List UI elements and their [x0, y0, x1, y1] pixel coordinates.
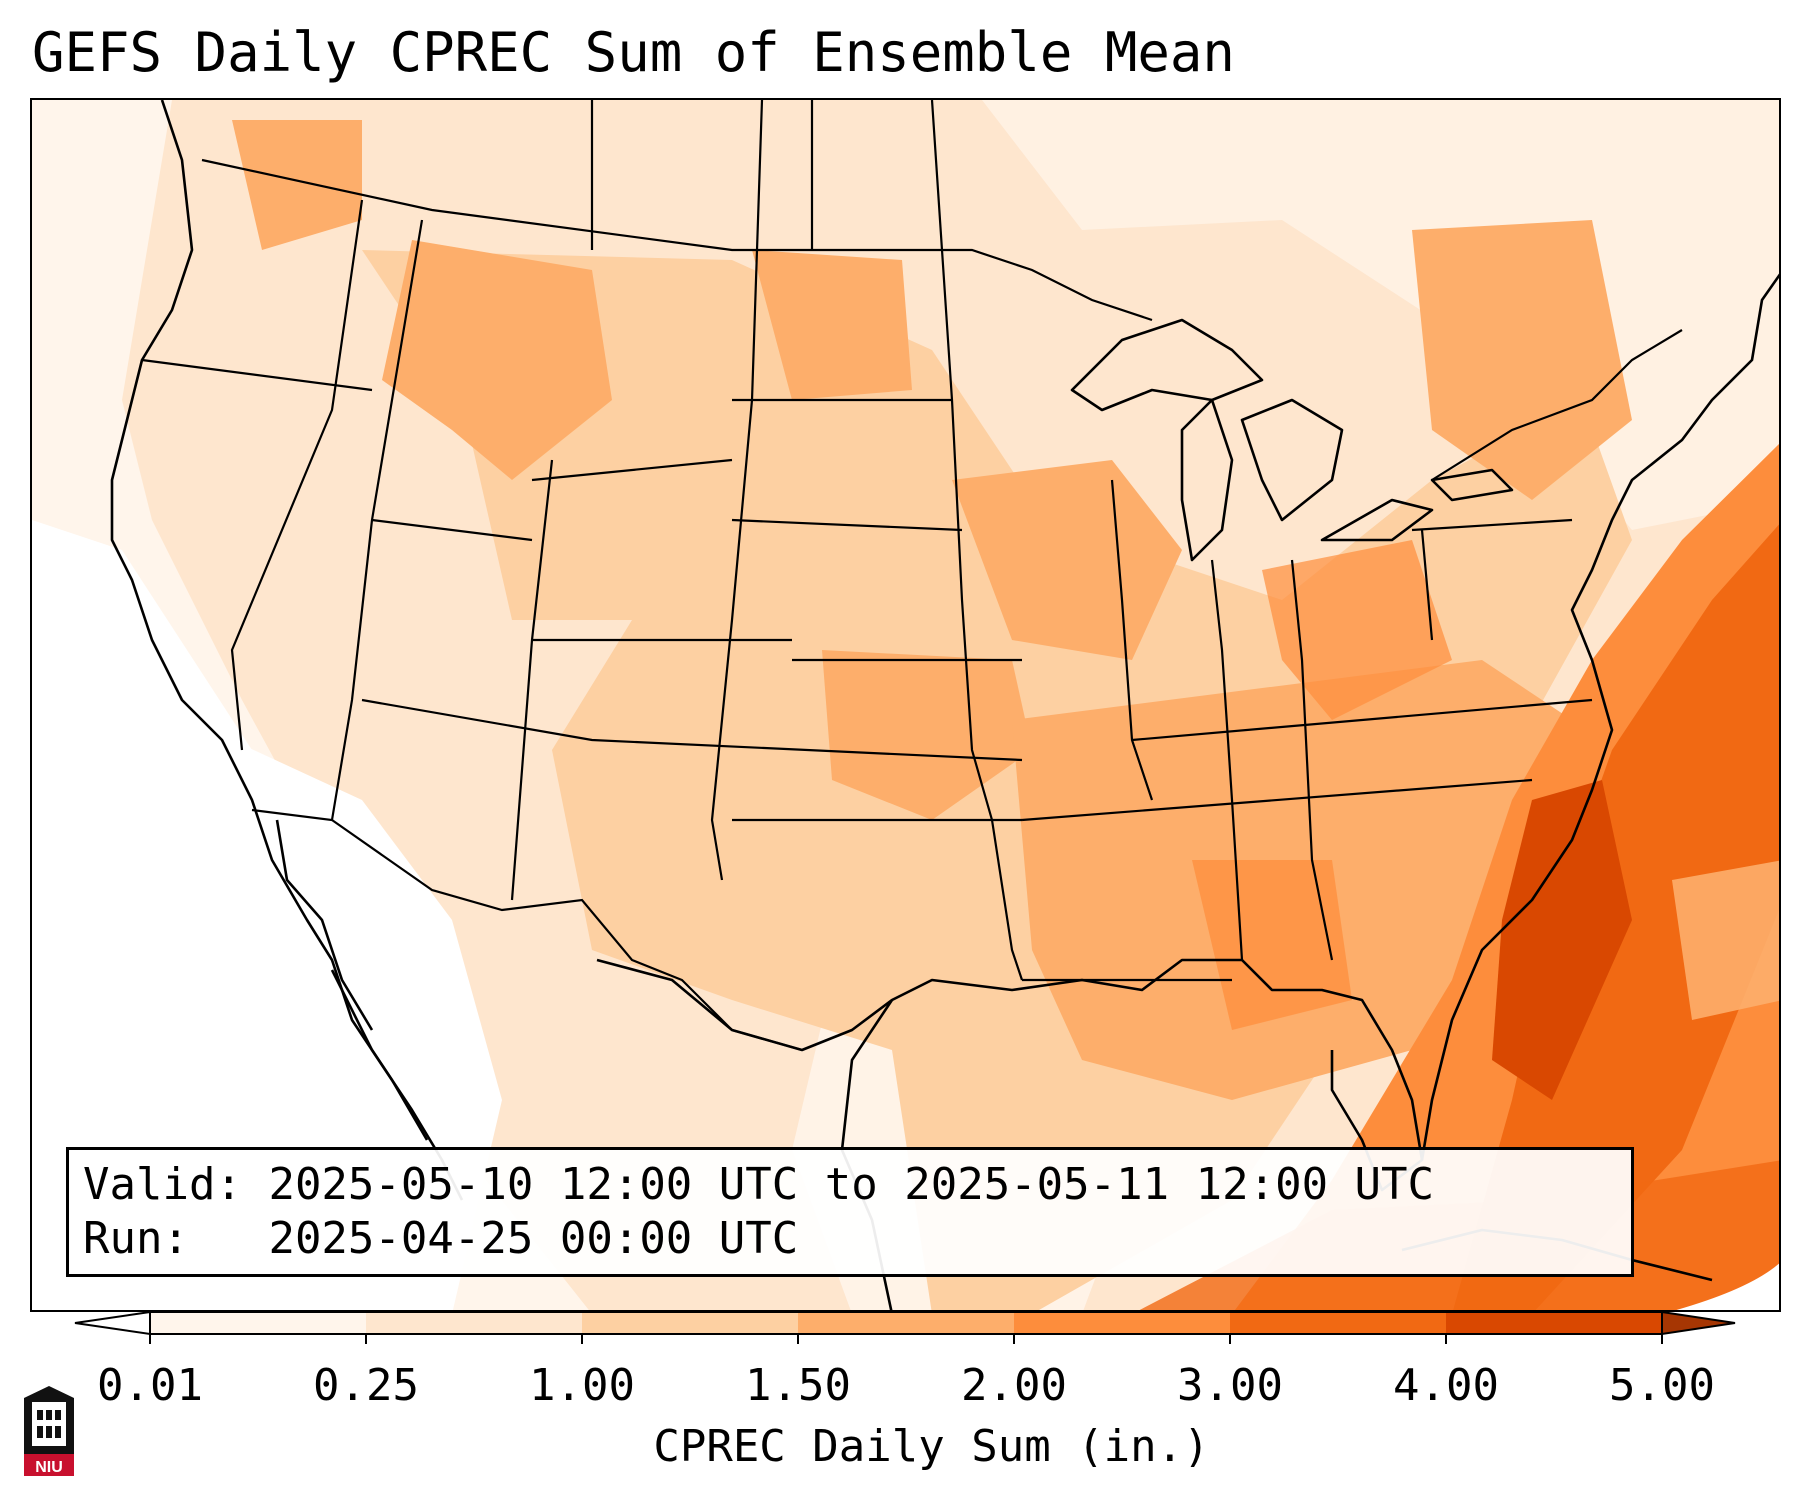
chart-title: GEFS Daily CPREC Sum of Ensemble Mean [32, 21, 1235, 84]
colorbar-tick-label: 0.25 [313, 1360, 419, 1411]
precip-high-iowa [952, 460, 1182, 660]
precip-higher-ohio [1262, 540, 1452, 720]
precip-higher-alabama [1192, 860, 1352, 1030]
run-row: Run: 2025-04-25 00:00 UTC [83, 1212, 1617, 1266]
valid-row: Valid: 2025-05-10 12:00 UTC to 2025-05-1… [83, 1158, 1617, 1212]
colorbar-segment [1446, 1312, 1663, 1334]
precip-high-rockies [382, 240, 612, 480]
colorbar-segment [366, 1312, 583, 1334]
colorbar-tick-label: 3.00 [1177, 1360, 1283, 1411]
logo-band [24, 1454, 74, 1476]
colorbar-segment [150, 1312, 367, 1334]
colorbar-segment [1230, 1312, 1447, 1334]
run-value: 2025-04-25 00:00 UTC [268, 1213, 799, 1264]
colorbar-tick-label: 1.50 [745, 1360, 851, 1411]
valid-run-info-box: Valid: 2025-05-10 12:00 UTC to 2025-05-1… [66, 1147, 1634, 1277]
precip-high-pnw [232, 120, 362, 250]
precip-high-northern-plains [752, 250, 912, 400]
run-label: Run: [83, 1213, 189, 1264]
colorbar-label: CPREC Daily Sum (in.) [653, 1421, 1210, 1472]
colorbar-segment [1014, 1312, 1231, 1334]
colorbar-tick-label: 0.01 [97, 1360, 203, 1411]
colorbar-segment [582, 1312, 799, 1334]
colorbar-tick-label: 4.00 [1393, 1360, 1499, 1411]
colorbar-segments [74, 1310, 1736, 1336]
colorbar-tick-label: 2.00 [961, 1360, 1067, 1411]
colorbar-over-extension [1661, 1310, 1736, 1336]
valid-value: 2025-05-10 12:00 UTC to 2025-05-11 12:00… [268, 1159, 1435, 1210]
domain-edge-corner [1676, 1263, 1779, 1310]
colorbar [74, 1310, 1736, 1344]
valid-label: Valid: [83, 1159, 242, 1210]
colorbar-outline [149, 1311, 1663, 1335]
colorbar-under-extension [74, 1310, 151, 1336]
precip-map [32, 100, 1779, 1310]
map-panel [30, 98, 1781, 1312]
state-borders [141, 100, 1683, 1052]
precip-high-northeast [1412, 220, 1632, 500]
niu-logo: NIU [24, 1386, 74, 1476]
colorbar-ticks [149, 1334, 1663, 1344]
colorbar-segment [798, 1312, 1015, 1334]
precip-heaviest-atlantic [1492, 780, 1632, 1100]
colorbar-tick-label: 1.00 [529, 1360, 635, 1411]
logo-text: NIU [35, 1459, 63, 1476]
colorbar-tick-label: 5.00 [1609, 1360, 1715, 1411]
logo-building [32, 1402, 66, 1446]
precip-patch-offshore [1672, 860, 1779, 1020]
